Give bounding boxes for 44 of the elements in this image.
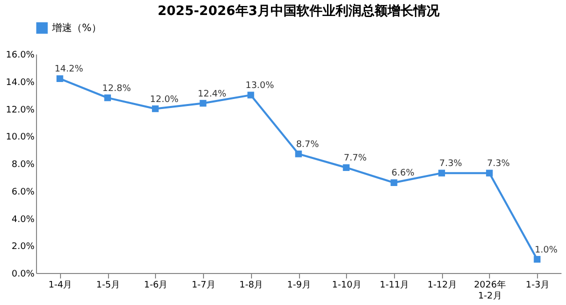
data-label: 1.0% (534, 245, 558, 256)
y-tick-label: 16.0% (6, 50, 35, 60)
data-label: 7.3% (486, 159, 510, 170)
point (56, 75, 64, 82)
point (390, 179, 398, 186)
y-tick-label: 4.0% (12, 214, 35, 225)
x-tick-label: 1-4月 (48, 280, 72, 290)
data-label: 7.7% (344, 154, 368, 164)
x-tick-label: 1-8月 (239, 280, 264, 290)
x-tick-label: 1-9月 (287, 280, 311, 290)
data-label: 13.0% (245, 81, 275, 92)
y-tick-label: 12.0% (6, 105, 35, 116)
y-tick-label: 8.0% (12, 160, 35, 170)
point (200, 100, 206, 107)
y-tick-label: 10.0% (6, 132, 35, 143)
point (486, 170, 493, 176)
point (247, 92, 254, 98)
data-label: 14.2% (54, 64, 84, 75)
data-label: 12.8% (102, 84, 132, 94)
y-tick-label: 6.0% (12, 187, 35, 198)
point (152, 105, 159, 112)
data-label: 12.4% (198, 89, 227, 100)
y-tick-label: 14.0% (6, 78, 35, 88)
x-tick-label: 1-3月 (526, 280, 550, 290)
point (104, 94, 111, 102)
x-tick-label: 2026年 1-2月 (474, 280, 506, 302)
data-label: 8.7% (296, 140, 320, 150)
point (295, 150, 302, 158)
legend-label: 增速（%） (51, 22, 102, 34)
data-label: 12.0% (150, 94, 180, 105)
x-tick-label: 1-12月 (427, 280, 457, 290)
x-tick-label: 1-7月 (192, 280, 216, 290)
x-tick-label: 1-11月 (380, 280, 410, 290)
x-tick-label: 1-5月 (96, 280, 120, 290)
data-label: 7.3% (439, 159, 463, 170)
y-tick-label: 0.0% (12, 270, 35, 280)
data-label: 6.6% (392, 168, 415, 179)
x-tick-label: 1-10月 (332, 280, 362, 290)
chart-title: 2025-2026年3月中国软件业利润总额增长情况 (158, 3, 440, 19)
y-tick-label: 2.0% (12, 242, 35, 252)
x-tick-label: 1-6月 (144, 280, 168, 290)
point (342, 164, 350, 171)
point (438, 170, 446, 176)
point (534, 256, 540, 263)
